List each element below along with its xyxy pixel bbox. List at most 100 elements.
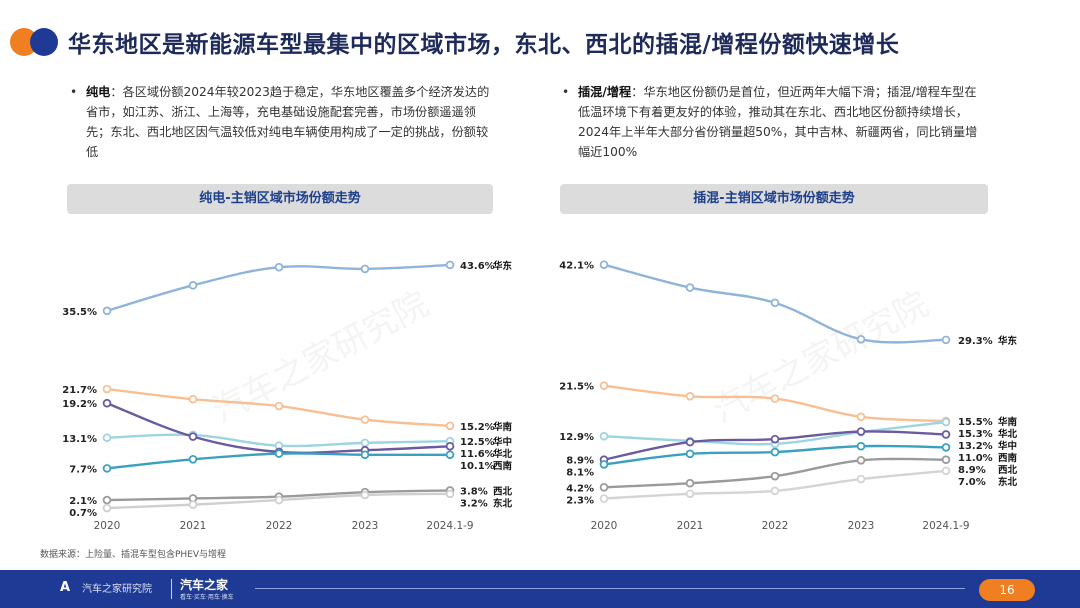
- data-point: [856, 474, 866, 484]
- x-tick-label: 2023: [352, 520, 379, 532]
- data-point: [188, 454, 198, 464]
- data-point: [188, 432, 198, 441]
- x-tick-label: 2020: [94, 520, 121, 532]
- data-point: [856, 412, 866, 422]
- end-value-label: 11.0%: [958, 453, 993, 464]
- data-point: [360, 490, 370, 500]
- end-value-label: 8.9%: [958, 465, 986, 476]
- data-point: [274, 262, 284, 272]
- data-point: [685, 437, 695, 447]
- data-point: [102, 384, 112, 394]
- end-value-label: 11.6%: [460, 449, 495, 460]
- data-point: [599, 431, 609, 441]
- series-name-label: 华东: [998, 335, 1018, 347]
- x-tick-label: 2023: [848, 520, 875, 532]
- x-tick-label: 2021: [677, 520, 704, 532]
- data-point: [685, 478, 695, 488]
- start-value-label: 21.5%: [559, 382, 594, 393]
- data-point: [445, 450, 455, 460]
- series-name-label: 西南: [493, 460, 513, 472]
- end-value-label: 15.2%: [460, 422, 495, 433]
- data-point: [599, 381, 609, 390]
- page-title: 华东地区是新能源车型最集中的区域市场，东北、西北的插混/增程份额快速增长: [68, 32, 900, 58]
- data-point: [941, 455, 951, 465]
- data-point: [188, 281, 198, 290]
- source-note: 数据来源：上险量、插混车型包含PHEV与增程: [40, 550, 227, 560]
- end-value-label: 3.2%: [460, 498, 488, 509]
- data-point: [188, 394, 198, 404]
- start-value-label: 4.2%: [566, 483, 594, 494]
- series-name-label: 华南: [493, 421, 513, 433]
- start-value-label: 21.7%: [62, 385, 97, 396]
- x-tick-label: 2021: [180, 520, 207, 532]
- data-point: [102, 495, 112, 505]
- data-point: [445, 260, 455, 270]
- bullet-label: 插混/增程: [578, 85, 632, 99]
- data-point: [685, 391, 695, 401]
- start-value-label: 2.1%: [69, 496, 97, 507]
- data-point: [360, 415, 370, 424]
- data-point: [274, 401, 284, 411]
- x-tick-label: 2020: [591, 520, 618, 532]
- end-value-label: 15.3%: [958, 429, 993, 440]
- data-point: [599, 460, 609, 469]
- data-point: [188, 500, 198, 509]
- data-point: [685, 489, 695, 499]
- series-name-label: 华东: [493, 260, 513, 272]
- end-value-label: 13.2%: [958, 441, 993, 452]
- footer-brand2-slogan: 看车·买车·用车·换车: [180, 594, 234, 601]
- data-point: [360, 438, 370, 448]
- data-point: [685, 449, 695, 459]
- x-tick-label: 2022: [762, 520, 789, 532]
- bullet-label: 纯电: [86, 85, 111, 99]
- series-name-label: 华北: [998, 428, 1018, 440]
- series-name-label: 东北: [998, 476, 1018, 488]
- footer-bar: A 汽车之家研究院 汽车之家 看车·买车·用车·换车: [0, 570, 1080, 608]
- start-value-label: 7.7%: [69, 464, 97, 475]
- bullet-text: ：华东地区份额仍是首位，但近两年大幅下滑；插混/增程车型在低温环境下有着更友好的…: [578, 85, 978, 159]
- start-value-label: 8.9%: [566, 456, 594, 467]
- series-line-华南: [603, 384, 947, 423]
- data-point: [770, 447, 780, 457]
- footer-divider: [171, 579, 172, 599]
- data-point: [770, 471, 780, 481]
- footer-brand2: 汽车之家: [180, 578, 229, 592]
- end-value-label: 7.0%: [958, 477, 986, 488]
- data-point: [274, 495, 284, 505]
- data-point: [599, 494, 609, 503]
- x-tick-label: 2022: [266, 520, 293, 532]
- series-name-label: 华中: [998, 440, 1017, 452]
- data-point: [856, 334, 866, 344]
- data-point: [274, 449, 284, 458]
- end-value-label: 10.1%: [460, 461, 495, 472]
- brand-dots-logo: [10, 28, 58, 56]
- bullet-bev: • 纯电：各区域份额2024年较2023趋于稳定，华东地区覆盖多个经济发达的省市，…: [70, 82, 496, 162]
- data-point: [685, 283, 695, 292]
- start-value-label: 2.3%: [566, 495, 594, 506]
- data-point: [941, 466, 951, 476]
- page-number: 16: [979, 579, 1035, 601]
- end-value-label: 3.8%: [460, 486, 488, 497]
- data-point: [856, 455, 866, 465]
- series-name-label: 东北: [493, 497, 513, 509]
- chart-title-phev: 插混-主销区域市场份额走势: [560, 184, 988, 214]
- data-point: [102, 398, 112, 408]
- x-tick-label: 2024.1-9: [426, 520, 473, 532]
- start-value-label: 12.9%: [559, 432, 594, 443]
- data-point: [856, 441, 866, 451]
- bullet-dot: •: [70, 85, 78, 99]
- data-point: [599, 483, 609, 492]
- data-point: [360, 264, 370, 274]
- footer-brand-logo: A: [60, 580, 71, 595]
- series-name-label: 华中: [493, 436, 512, 448]
- data-point: [445, 489, 455, 499]
- data-point: [941, 443, 951, 452]
- footer-brand-name: 汽车之家研究院: [82, 584, 152, 595]
- data-point: [941, 335, 951, 345]
- bullet-text: ：各区域份额2024年较2023趋于稳定，华东地区覆盖多个经济发达的省市，如江苏…: [86, 85, 490, 159]
- chart-title-bev: 纯电-主销区域市场份额走势: [67, 184, 493, 214]
- start-value-label: 35.5%: [62, 307, 97, 318]
- end-value-label: 12.5%: [460, 437, 495, 448]
- data-point: [599, 260, 609, 269]
- start-value-label: 42.1%: [559, 261, 594, 272]
